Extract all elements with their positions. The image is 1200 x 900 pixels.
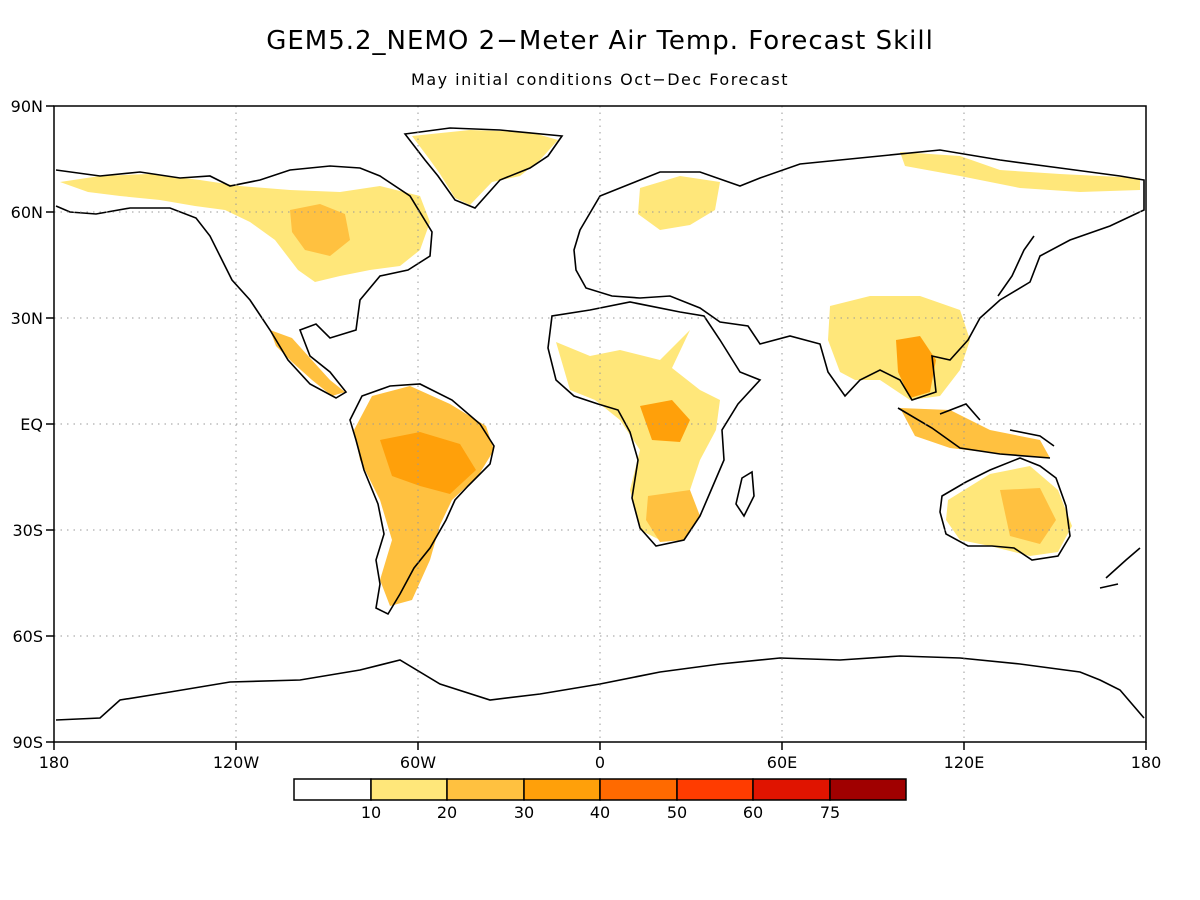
coastline-south-america (349, 383, 495, 616)
skill-region-central-africa (640, 400, 690, 442)
lat-label: 90S (12, 733, 43, 752)
skill-region-central-america (270, 330, 345, 396)
map-subtitle: May initial conditions Oct−Dec Forecast (411, 70, 789, 89)
colorbar-swatch (523, 778, 601, 801)
colorbar-swatch (752, 778, 831, 801)
tick-marks (46, 105, 1147, 750)
colorbar-swatch (676, 778, 754, 801)
lat-label: EQ (20, 415, 43, 434)
skill-region-eurasia (900, 152, 1140, 192)
coastline-madagascar (735, 470, 755, 518)
lat-label: 30N (11, 309, 43, 328)
coastline-new-zealand (1099, 547, 1141, 589)
lon-label: 60E (767, 753, 797, 772)
colorbar-swatch (293, 778, 372, 801)
colorbar-swatch (599, 778, 678, 801)
colorbar-label: 75 (820, 803, 840, 822)
coastline-japan (997, 235, 1035, 297)
skill-region-southern-africa (646, 490, 700, 542)
coastline-north-america (55, 165, 433, 399)
colorbar-label: 40 (590, 803, 610, 822)
skill-region-greenland (412, 130, 558, 205)
lon-label: 180 (39, 753, 70, 772)
lon-label: 120W (213, 753, 260, 772)
colorbar-label: 10 (361, 803, 381, 822)
lat-label: 60S (12, 627, 43, 646)
colorbar-labels: 10 20 30 40 50 60 75 (361, 803, 840, 822)
lat-label: 90N (11, 97, 43, 116)
colorbar-swatch (446, 778, 525, 801)
lon-labels: 180 120W 60W 0 60E 120E 180 (39, 753, 1162, 772)
map-title: GEM5.2_NEMO 2−Meter Air Temp. Forecast S… (266, 26, 934, 56)
skill-region-central-africa (556, 330, 720, 540)
lat-label: 60N (11, 203, 43, 222)
coastline-africa (547, 301, 762, 547)
skill-region-indonesia (900, 408, 1050, 458)
colorbar-swatch (829, 778, 907, 801)
skill-region-eurasia (638, 176, 720, 230)
skill-region-southeast-asia (896, 336, 936, 398)
lat-labels: 90N 60N 30N EQ 30S 60S 90S (11, 97, 43, 752)
lon-label: 180 (1131, 753, 1162, 772)
lon-label: 120E (944, 753, 985, 772)
skill-shading-layer (60, 130, 1140, 606)
colorbar-label: 20 (437, 803, 457, 822)
coastline-eurasia (573, 149, 1145, 401)
coastline-antarctica (55, 655, 1145, 721)
skill-region-alaska-canada (290, 204, 350, 256)
lat-label: 30S (12, 521, 43, 540)
coastline-indonesia (897, 403, 1055, 459)
colorbar-swatch (370, 778, 448, 801)
lon-label: 0 (595, 753, 605, 772)
colorbar-label: 50 (667, 803, 687, 822)
colorbar (293, 778, 907, 801)
colorbar-label: 60 (743, 803, 763, 822)
skill-region-amazon (380, 432, 476, 494)
coastline-greenland (403, 127, 564, 209)
colorbar-label: 30 (514, 803, 534, 822)
gridlines (54, 106, 1146, 742)
lon-label: 60W (400, 753, 436, 772)
coastline-australia (939, 457, 1071, 561)
coastline-layer (55, 127, 1145, 721)
skill-region-alaska-canada (60, 174, 430, 282)
